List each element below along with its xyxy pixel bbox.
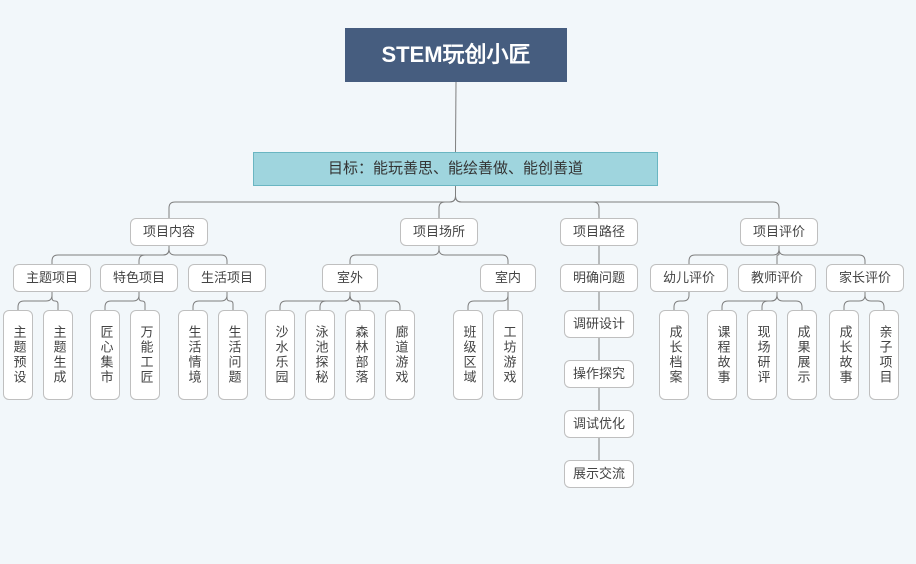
- root-node: STEM玩创小匠: [345, 28, 567, 82]
- sub-theme: 主题项目: [13, 264, 91, 292]
- leaf-growstory: 成长故事: [829, 310, 859, 400]
- leaf-classarea: 班级区域: [453, 310, 483, 400]
- sub-life: 生活项目: [188, 264, 266, 292]
- category-path: 项目路径: [560, 218, 638, 246]
- leaf-workshop: 工坊游戏: [493, 310, 523, 400]
- chain-operate: 操作探究: [564, 360, 634, 388]
- sub-define: 明确问题: [560, 264, 638, 292]
- goal-node: 目标：能玩善思、能绘善做、能创善道: [253, 152, 658, 186]
- leaf-course: 课程故事: [707, 310, 737, 400]
- leaf-sand: 沙水乐园: [265, 310, 295, 400]
- chain-present: 展示交流: [564, 460, 634, 488]
- leaf-forest: 森林部落: [345, 310, 375, 400]
- leaf-growth: 成长档案: [659, 310, 689, 400]
- leaf-showcase: 成果展示: [787, 310, 817, 400]
- leaf-onsite: 现场研评: [747, 310, 777, 400]
- sub-child: 幼儿评价: [650, 264, 728, 292]
- sub-feature: 特色项目: [100, 264, 178, 292]
- leaf-generate: 主题生成: [43, 310, 73, 400]
- category-content: 项目内容: [130, 218, 208, 246]
- leaf-parentchild: 亲子项目: [869, 310, 899, 400]
- leaf-allcraft: 万能工匠: [130, 310, 160, 400]
- sub-indoor: 室内: [480, 264, 536, 292]
- sub-parent: 家长评价: [826, 264, 904, 292]
- sub-outdoor: 室外: [322, 264, 378, 292]
- sub-teacher: 教师评价: [738, 264, 816, 292]
- leaf-pool: 泳池探秘: [305, 310, 335, 400]
- leaf-lifeq: 生活问题: [218, 310, 248, 400]
- leaf-lifesit: 生活情境: [178, 310, 208, 400]
- category-place: 项目场所: [400, 218, 478, 246]
- chain-debug: 调试优化: [564, 410, 634, 438]
- leaf-preset: 主题预设: [3, 310, 33, 400]
- leaf-craftmarket: 匠心集市: [90, 310, 120, 400]
- category-eval: 项目评价: [740, 218, 818, 246]
- chain-research: 调研设计: [564, 310, 634, 338]
- leaf-corridor: 廊道游戏: [385, 310, 415, 400]
